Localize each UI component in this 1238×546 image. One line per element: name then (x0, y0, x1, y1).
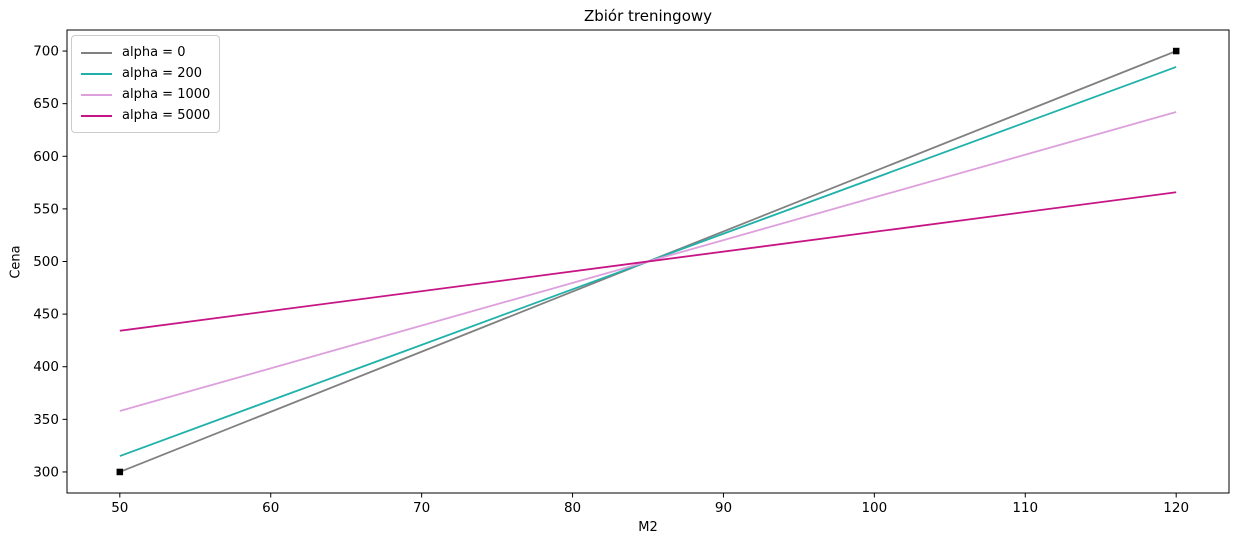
axes-spines (66, 29, 1230, 494)
y-tick-label: 500 (33, 254, 59, 270)
y-tick-label: 600 (33, 149, 59, 165)
legend-label: alpha = 200 (122, 66, 203, 81)
legend-label: alpha = 1000 (122, 87, 211, 102)
legend-line-swatch (81, 114, 112, 117)
y-tick-label: 700 (33, 44, 59, 60)
x-tick-label: 100 (861, 500, 887, 516)
legend-item: alpha = 1000 (81, 84, 210, 105)
legend-item: alpha = 5000 (81, 105, 210, 126)
y-tick-label: 400 (33, 359, 59, 375)
x-tick-label: 60 (262, 500, 279, 516)
training-point-marker (116, 468, 124, 476)
y-tick-label: 300 (33, 464, 59, 480)
x-tick-label: 70 (413, 500, 430, 516)
legend-item: alpha = 0 (81, 42, 210, 63)
y-tick-label: 650 (33, 96, 59, 112)
legend-line-swatch (81, 72, 112, 75)
legend: alpha = 0 alpha = 200 alpha = 1000 alpha = … (71, 35, 221, 133)
y-tick-label: 550 (33, 201, 59, 217)
legend-item: alpha = 200 (81, 63, 210, 84)
y-tick-label: 350 (33, 412, 59, 428)
x-axis-label: M2 (638, 520, 658, 535)
y-tick-label: 450 (33, 307, 59, 323)
chart-title: Zbiór treningowy (583, 7, 713, 25)
legend-label: alpha = 0 (122, 45, 186, 60)
series-line-alpha-5000 (119, 191, 1177, 332)
training-point-marker (1172, 47, 1180, 55)
legend-label: alpha = 5000 (122, 108, 211, 123)
x-tick-label: 50 (111, 500, 128, 516)
x-tick-label: 80 (564, 500, 581, 516)
x-tick-label: 90 (715, 500, 732, 516)
x-tick-label: 120 (1163, 500, 1189, 516)
legend-line-swatch (81, 51, 112, 54)
x-tick-label: 110 (1012, 500, 1038, 516)
legend-line-swatch (81, 93, 112, 96)
